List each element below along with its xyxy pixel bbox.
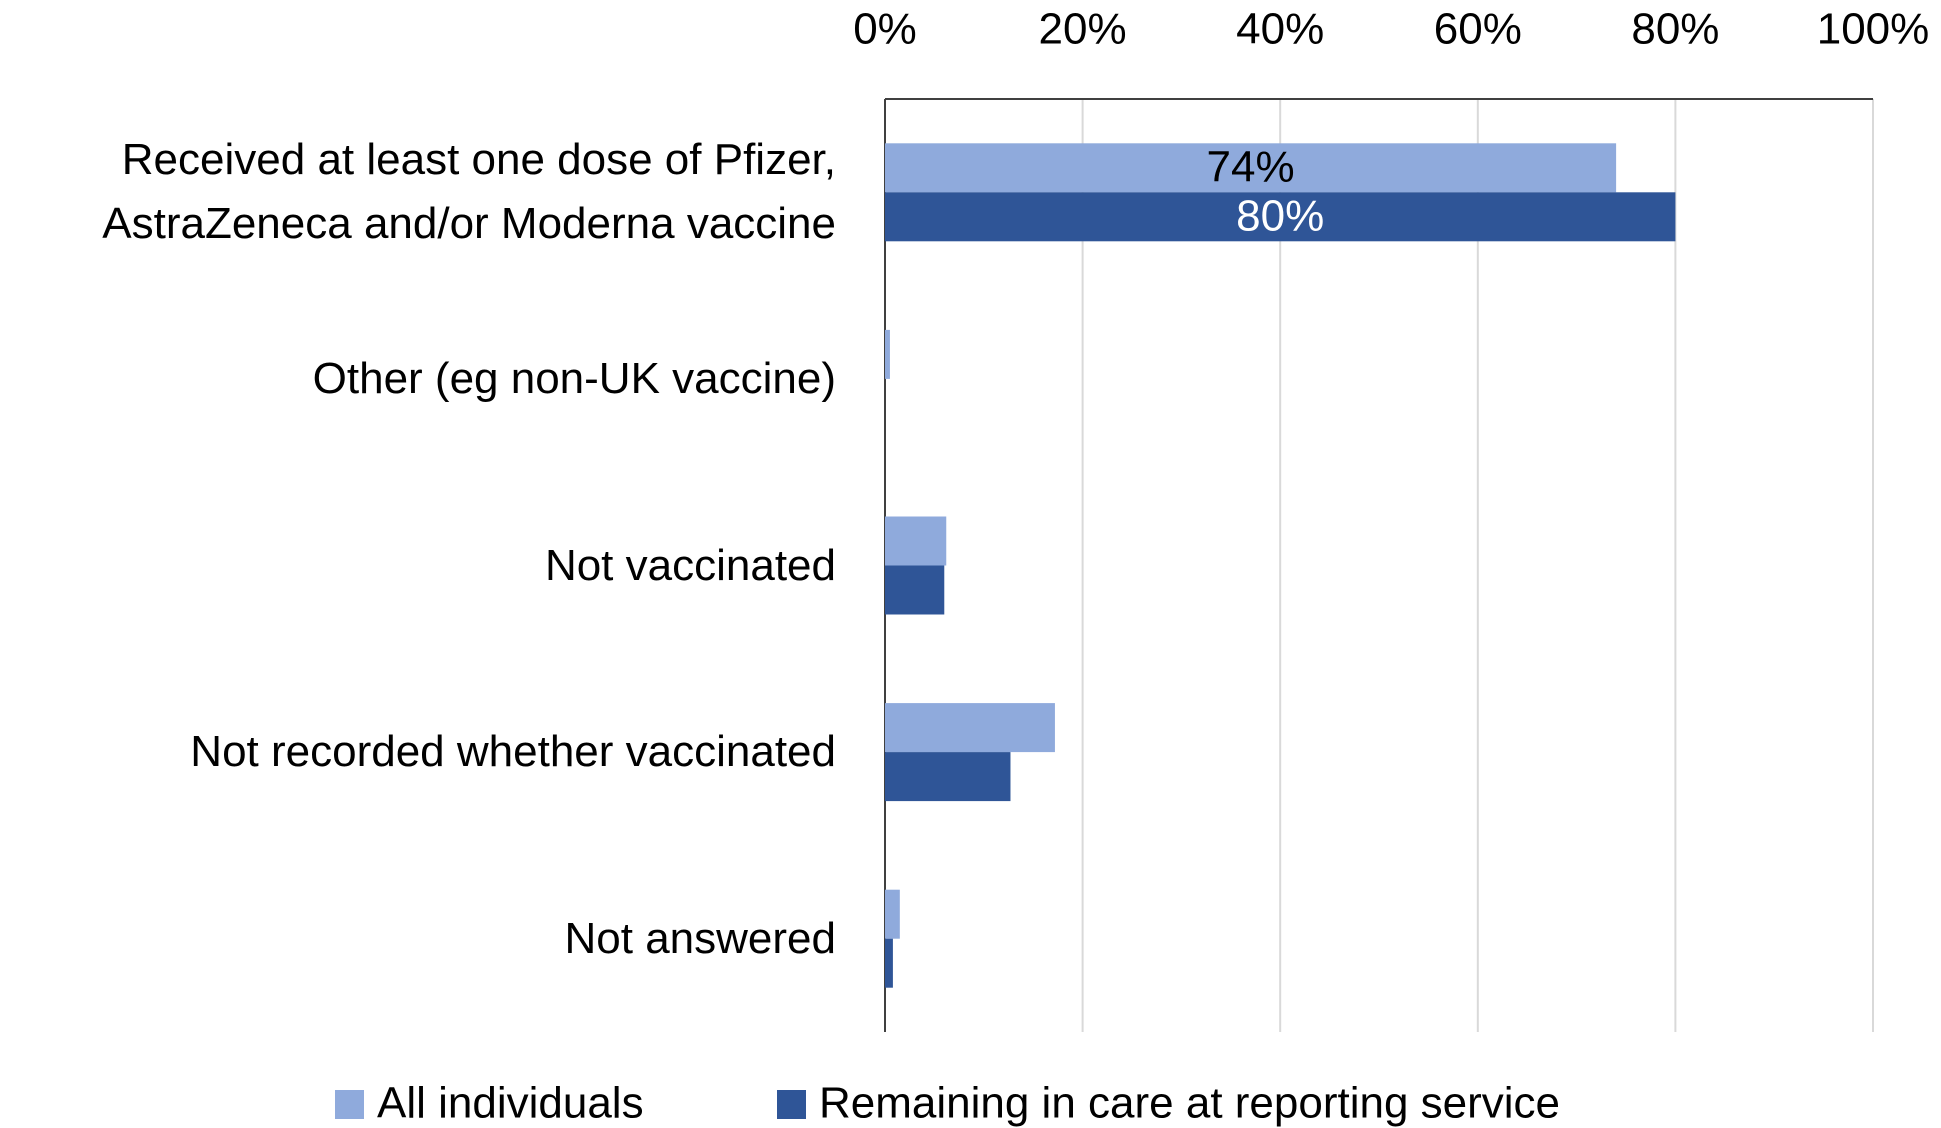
- bar: [885, 938, 893, 988]
- legend-swatch: [777, 1090, 806, 1119]
- legend-swatch: [335, 1090, 364, 1119]
- x-tick-label: 40%: [1236, 5, 1324, 54]
- category-label: Other (eg non-UK vaccine): [312, 353, 836, 403]
- bar: [885, 752, 1011, 802]
- x-tick-label: 100%: [1817, 5, 1930, 54]
- bar: [885, 516, 947, 566]
- bar: [885, 192, 1676, 242]
- x-tick-label: 60%: [1434, 5, 1522, 54]
- category-label: Not recorded whether vaccinated: [190, 727, 836, 777]
- data-label: 74%: [1207, 142, 1295, 191]
- bar: [885, 703, 1055, 753]
- legend-label: Remaining in care at reporting service: [819, 1079, 1560, 1128]
- category-label: Not answered: [564, 913, 836, 963]
- bar: [885, 329, 890, 379]
- bar: [885, 565, 945, 615]
- x-tick-label: 80%: [1631, 5, 1719, 54]
- bar: [885, 889, 900, 939]
- x-tick-label: 20%: [1039, 5, 1127, 54]
- x-tick-label: 0%: [853, 5, 917, 54]
- legend-label: All individuals: [377, 1079, 644, 1128]
- data-label: 80%: [1236, 191, 1324, 240]
- bar: [885, 143, 1617, 193]
- category-label: Received at least one dose of Pfizer, As…: [102, 135, 836, 249]
- category-label: Not vaccinated: [544, 540, 836, 590]
